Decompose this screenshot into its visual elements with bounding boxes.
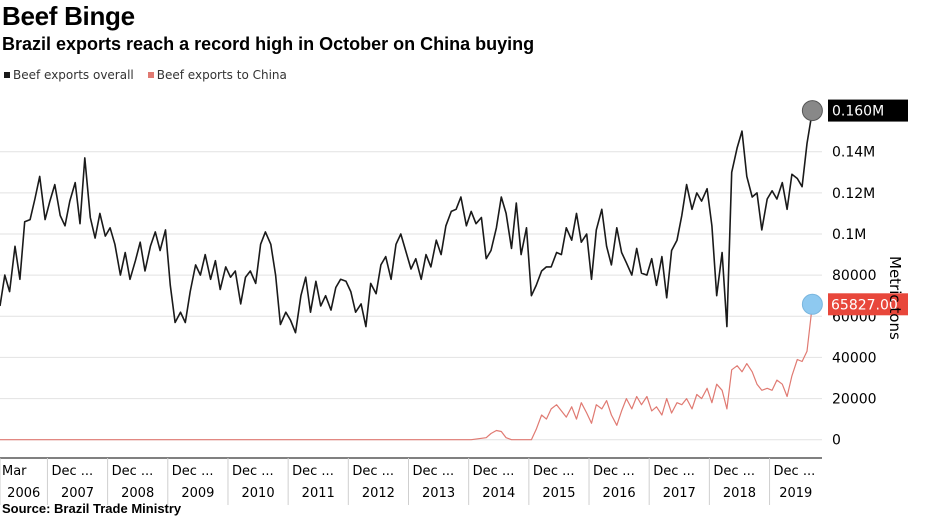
x-tick-month-label: Dec ... — [473, 464, 515, 479]
callout-box-overall — [828, 99, 908, 122]
x-tick-month-label: Dec ... — [412, 464, 454, 479]
x-tick-month-label: Dec ... — [232, 464, 274, 479]
x-tick-year-label: 2011 — [302, 486, 335, 501]
x-tick-month-label: Dec ... — [774, 464, 816, 479]
x-tick-month-label: Dec ... — [172, 464, 214, 479]
x-tick-year-label: 2016 — [603, 486, 636, 501]
y-tick-label: 40000 — [832, 350, 877, 366]
x-tick-month-label: Dec ... — [112, 464, 154, 479]
x-tick-year-label: 2017 — [663, 486, 696, 501]
x-tick-month-label: Dec ... — [653, 464, 695, 479]
x-tick-year-label: 2014 — [482, 486, 515, 501]
x-tick-year-label: 2008 — [121, 486, 154, 501]
y-tick-label: 0.12M — [832, 186, 875, 202]
y-tick-label: 0 — [832, 433, 841, 449]
series-line-overall — [0, 110, 814, 334]
x-tick-month-label: Mar — [2, 464, 27, 479]
legend-swatch-china — [147, 72, 154, 78]
legend-label-overall: Beef exports overall — [13, 68, 134, 82]
x-tick-year-label: 2009 — [181, 486, 214, 501]
y-tick-label: 20000 — [832, 392, 877, 408]
legend-swatch-overall — [4, 72, 10, 78]
x-tick-year-label: 2006 — [7, 486, 40, 501]
x-tick-year-label: 2019 — [779, 486, 812, 501]
x-tick-month-label: Dec ... — [292, 464, 334, 479]
x-tick-year-label: 2013 — [422, 486, 455, 501]
end-marker-china — [801, 293, 823, 315]
x-tick-year-label: 2018 — [723, 486, 756, 501]
callout-box-china — [828, 293, 908, 316]
x-tick-year-label: 2012 — [362, 486, 395, 501]
callout-label-china: 65827.00 — [831, 297, 898, 313]
source-note: Source: Brazil Trade Ministry — [2, 501, 182, 516]
legend-item-overall: Beef exports overall — [4, 68, 134, 82]
chart-subtitle: Brazil exports reach a record high in Oc… — [2, 34, 535, 54]
x-tick-month-label: Dec ... — [352, 464, 394, 479]
x-tick-year-label: 2007 — [61, 486, 94, 501]
x-tick-month-label: Dec ... — [51, 464, 93, 479]
callout-label-overall: 0.160M — [832, 104, 884, 120]
legend-item-china: Beef exports to China — [147, 68, 287, 82]
x-tick-month-label: Dec ... — [593, 464, 635, 479]
x-tick-year-label: 2010 — [242, 486, 275, 501]
series-line-china — [0, 304, 813, 441]
end-marker-overall — [801, 100, 823, 122]
legend-label-china: Beef exports to China — [156, 68, 287, 82]
x-tick-year-label: 2015 — [542, 486, 575, 501]
chart-title: Beef Binge — [2, 1, 135, 31]
y-tick-label: 0.1M — [832, 227, 866, 243]
x-tick-month-label: Dec ... — [713, 464, 755, 479]
y-tick-label: 0.14M — [832, 145, 875, 161]
legend: Beef exports overall Beef exports to Chi… — [4, 68, 287, 82]
x-tick-month-label: Dec ... — [533, 464, 575, 479]
y-tick-label: 80000 — [832, 268, 877, 284]
y-axis-label: Metric tons — [886, 256, 904, 340]
